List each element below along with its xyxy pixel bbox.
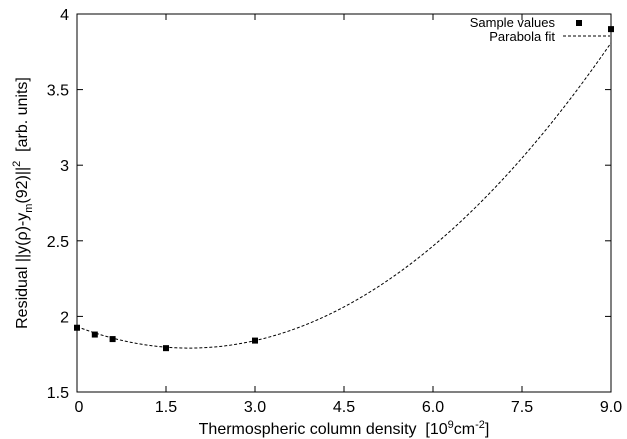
sample-points — [74, 26, 614, 352]
y-tick-label: 1.5 — [47, 385, 69, 402]
x-tick-label: 6.0 — [422, 399, 444, 416]
sample-point — [91, 331, 98, 338]
sample-point — [608, 26, 614, 33]
sample-point — [74, 324, 80, 331]
x-tick-label: 4.5 — [333, 399, 355, 416]
legend: Sample values Parabola fit — [470, 15, 610, 44]
legend-label-sample-values: Sample values — [470, 15, 556, 30]
x-tick-label: 3.0 — [244, 399, 266, 416]
x-tick-label: 7.5 — [511, 399, 533, 416]
sample-point — [252, 337, 258, 344]
y-tick-label: 4 — [60, 7, 69, 24]
x-axis-title: Thermospheric column density [109cm-2] — [199, 419, 490, 438]
x-axis-title-main: Thermospheric column density — [199, 421, 417, 438]
y-axis-title: Residual ||y(ρ)-ym(92)||2 [arb. units] — [11, 77, 35, 329]
y-tick-label: 2.5 — [47, 234, 69, 251]
y-tick-label: 3.5 — [47, 83, 69, 100]
legend-label-parabola-fit: Parabola fit — [489, 29, 555, 44]
y-tick-label: 3 — [60, 158, 69, 175]
x-tick-label: 9.0 — [600, 399, 622, 416]
x-tick-label: 0 — [75, 399, 84, 416]
sample-point — [163, 345, 169, 352]
parabola-fit-line — [76, 42, 612, 349]
x-axis-ticks: 0 1.5 3.0 4.5 6.0 7.5 9.0 — [75, 14, 622, 416]
y-tick-label: 2 — [60, 309, 69, 326]
sample-point — [109, 336, 116, 343]
plot-frame — [76, 13, 612, 393]
y-axis-ticks: 1.5 2 2.5 3 3.5 4 — [47, 7, 611, 402]
x-tick-label: 1.5 — [155, 399, 177, 416]
legend-marker-square — [576, 20, 582, 26]
